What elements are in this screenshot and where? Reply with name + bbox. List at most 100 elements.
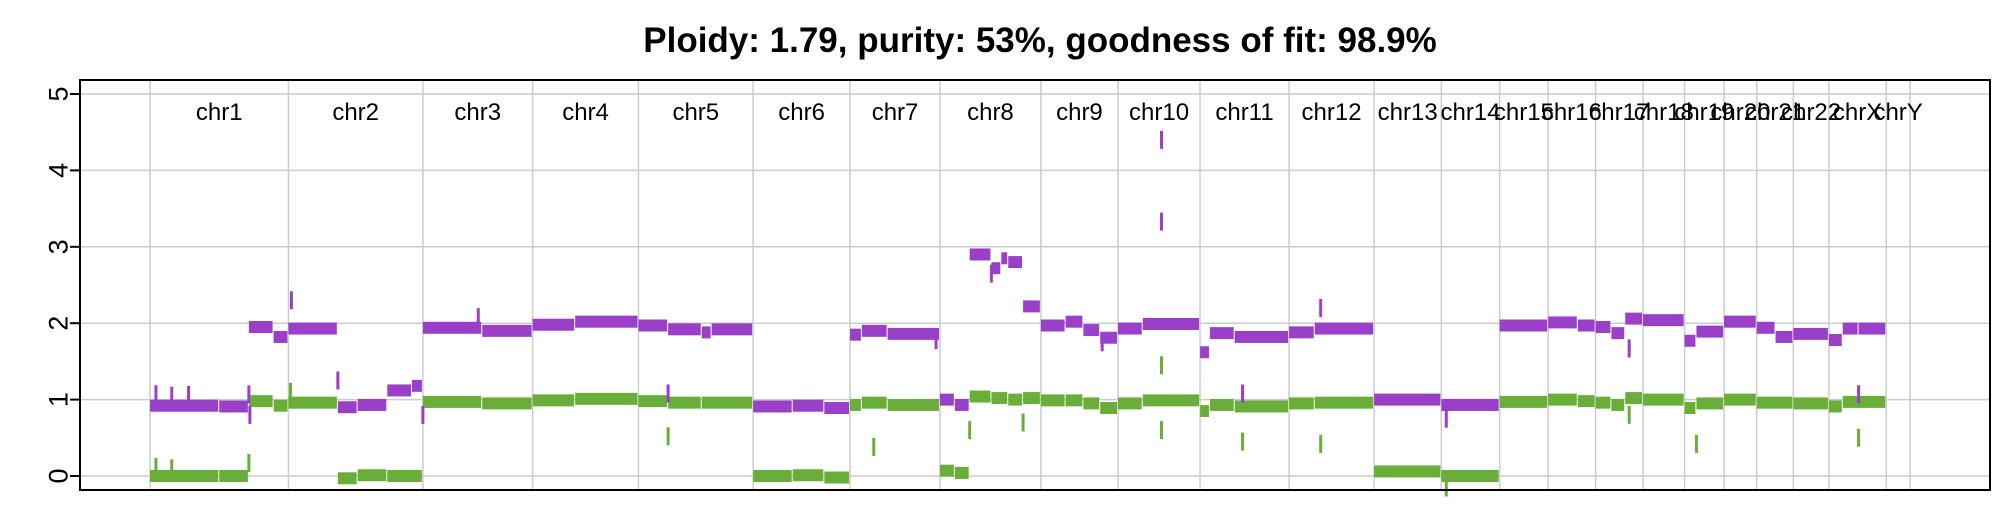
minor-outlier-point — [288, 382, 292, 401]
minor-segment — [150, 470, 219, 482]
major-segment — [850, 328, 861, 341]
minor-segment — [668, 396, 701, 409]
major-segment — [387, 384, 412, 397]
major-segment — [1684, 334, 1696, 347]
major-segment — [711, 323, 753, 336]
minor-segment — [1200, 405, 1209, 418]
minor-segment — [1100, 402, 1117, 415]
minor-segment — [1065, 394, 1083, 407]
major-segment — [248, 321, 273, 334]
major-segment — [1234, 330, 1289, 343]
major-outlier-point — [336, 371, 340, 390]
minor-segment — [387, 470, 422, 482]
minor-segment — [1611, 398, 1625, 411]
major-outlier-point — [421, 405, 425, 424]
major-segment — [753, 400, 792, 413]
major-segment — [1625, 312, 1643, 325]
minor-segment — [1142, 394, 1200, 407]
chromosome-label: chr18 — [1634, 99, 1694, 126]
major-segment — [824, 402, 850, 415]
chromosome-label: chr9 — [1056, 99, 1103, 126]
minor-segment — [1040, 394, 1065, 407]
minor-segment — [575, 392, 638, 405]
minor-segment — [753, 470, 792, 482]
chromosome-label: chr11 — [1215, 99, 1273, 126]
major-outlier-point — [1444, 409, 1448, 428]
minor-outlier-point — [1694, 434, 1698, 453]
major-segment — [150, 399, 219, 412]
minor-outlier-point — [1319, 434, 1323, 453]
major-segment — [1793, 327, 1828, 340]
major-outlier-point — [934, 331, 938, 350]
chromosome-label: chr2 — [332, 99, 379, 126]
y-tick-label: 1 — [43, 392, 73, 407]
chromosome-label: chr1 — [196, 99, 243, 126]
minor-segment — [337, 472, 357, 485]
minor-segment — [1793, 397, 1828, 410]
chromosome-label: chrX — [1833, 99, 1882, 126]
major-segment — [337, 401, 357, 414]
minor-segment — [1828, 400, 1842, 413]
major-segment — [1200, 346, 1209, 359]
minor-outlier-point — [1160, 356, 1164, 375]
minor-segment — [1023, 392, 1040, 405]
minor-segment — [1234, 400, 1289, 413]
major-outlier-point — [154, 385, 158, 404]
chromosome-label: chr16 — [1542, 99, 1602, 126]
minor-segment — [1499, 395, 1548, 408]
minor-segment — [1595, 396, 1611, 409]
minor-outlier-point — [666, 427, 670, 446]
major-outlier-point — [170, 386, 174, 405]
major-segment — [954, 398, 969, 411]
minor-segment — [850, 398, 861, 411]
chromosome-label: chr3 — [454, 99, 501, 126]
chromosome-label: chr15 — [1494, 99, 1554, 126]
chart-title: Ploidy: 1.79, purity: 53%, goodness of f… — [643, 21, 1437, 60]
major-outlier-point — [247, 385, 251, 404]
minor-segment — [1374, 465, 1441, 478]
major-allele-series — [150, 130, 1886, 428]
major-segment — [1499, 319, 1548, 332]
chromosome-label: chr22 — [1781, 99, 1841, 126]
minor-segment — [1118, 397, 1142, 410]
major-segment — [1548, 316, 1577, 329]
chromosome-label: chr13 — [1378, 99, 1438, 126]
major-segment — [701, 326, 711, 339]
minor-segment — [273, 399, 288, 412]
major-segment — [1858, 322, 1886, 335]
major-segment — [288, 322, 337, 335]
major-segment — [422, 321, 482, 334]
major-segment — [575, 315, 638, 328]
minor-outlier-point — [1021, 413, 1025, 432]
major-segment — [219, 400, 248, 413]
minor-segment — [1209, 398, 1234, 411]
major-segment — [1040, 319, 1065, 332]
major-outlier-point — [289, 291, 293, 310]
major-outlier-point — [187, 386, 191, 405]
major-segment — [1023, 300, 1040, 313]
major-outlier-point — [1100, 333, 1104, 352]
minor-segment — [1756, 396, 1793, 409]
major-segment — [482, 324, 532, 337]
major-segment — [668, 323, 701, 336]
minor-segment — [1577, 395, 1595, 408]
chromosome-label: chr20 — [1710, 99, 1770, 126]
y-tick-label: 4 — [43, 163, 73, 178]
chromosome-label: chr7 — [872, 99, 919, 126]
y-tick-label: 3 — [43, 239, 73, 254]
minor-segment — [1842, 395, 1886, 408]
y-tick-label: 2 — [43, 316, 73, 331]
grid-layer — [80, 80, 1990, 490]
major-segment — [638, 319, 668, 332]
minor-segment — [1684, 402, 1696, 415]
major-outlier-point — [989, 264, 993, 283]
major-outlier-point — [666, 384, 670, 403]
major-outlier-point — [1857, 385, 1861, 404]
major-segment — [273, 330, 288, 343]
minor-segment — [288, 396, 337, 409]
major-segment — [861, 324, 887, 337]
minor-segment — [1008, 393, 1023, 406]
minor-outlier-point — [170, 459, 174, 478]
chromosome-label: chr5 — [672, 99, 719, 126]
